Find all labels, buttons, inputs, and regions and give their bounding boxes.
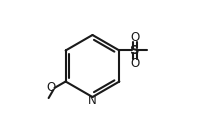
Text: S: S <box>130 44 140 57</box>
Text: O: O <box>130 31 140 44</box>
Text: O: O <box>130 57 140 70</box>
Text: N: N <box>88 94 97 107</box>
Text: O: O <box>47 81 56 95</box>
